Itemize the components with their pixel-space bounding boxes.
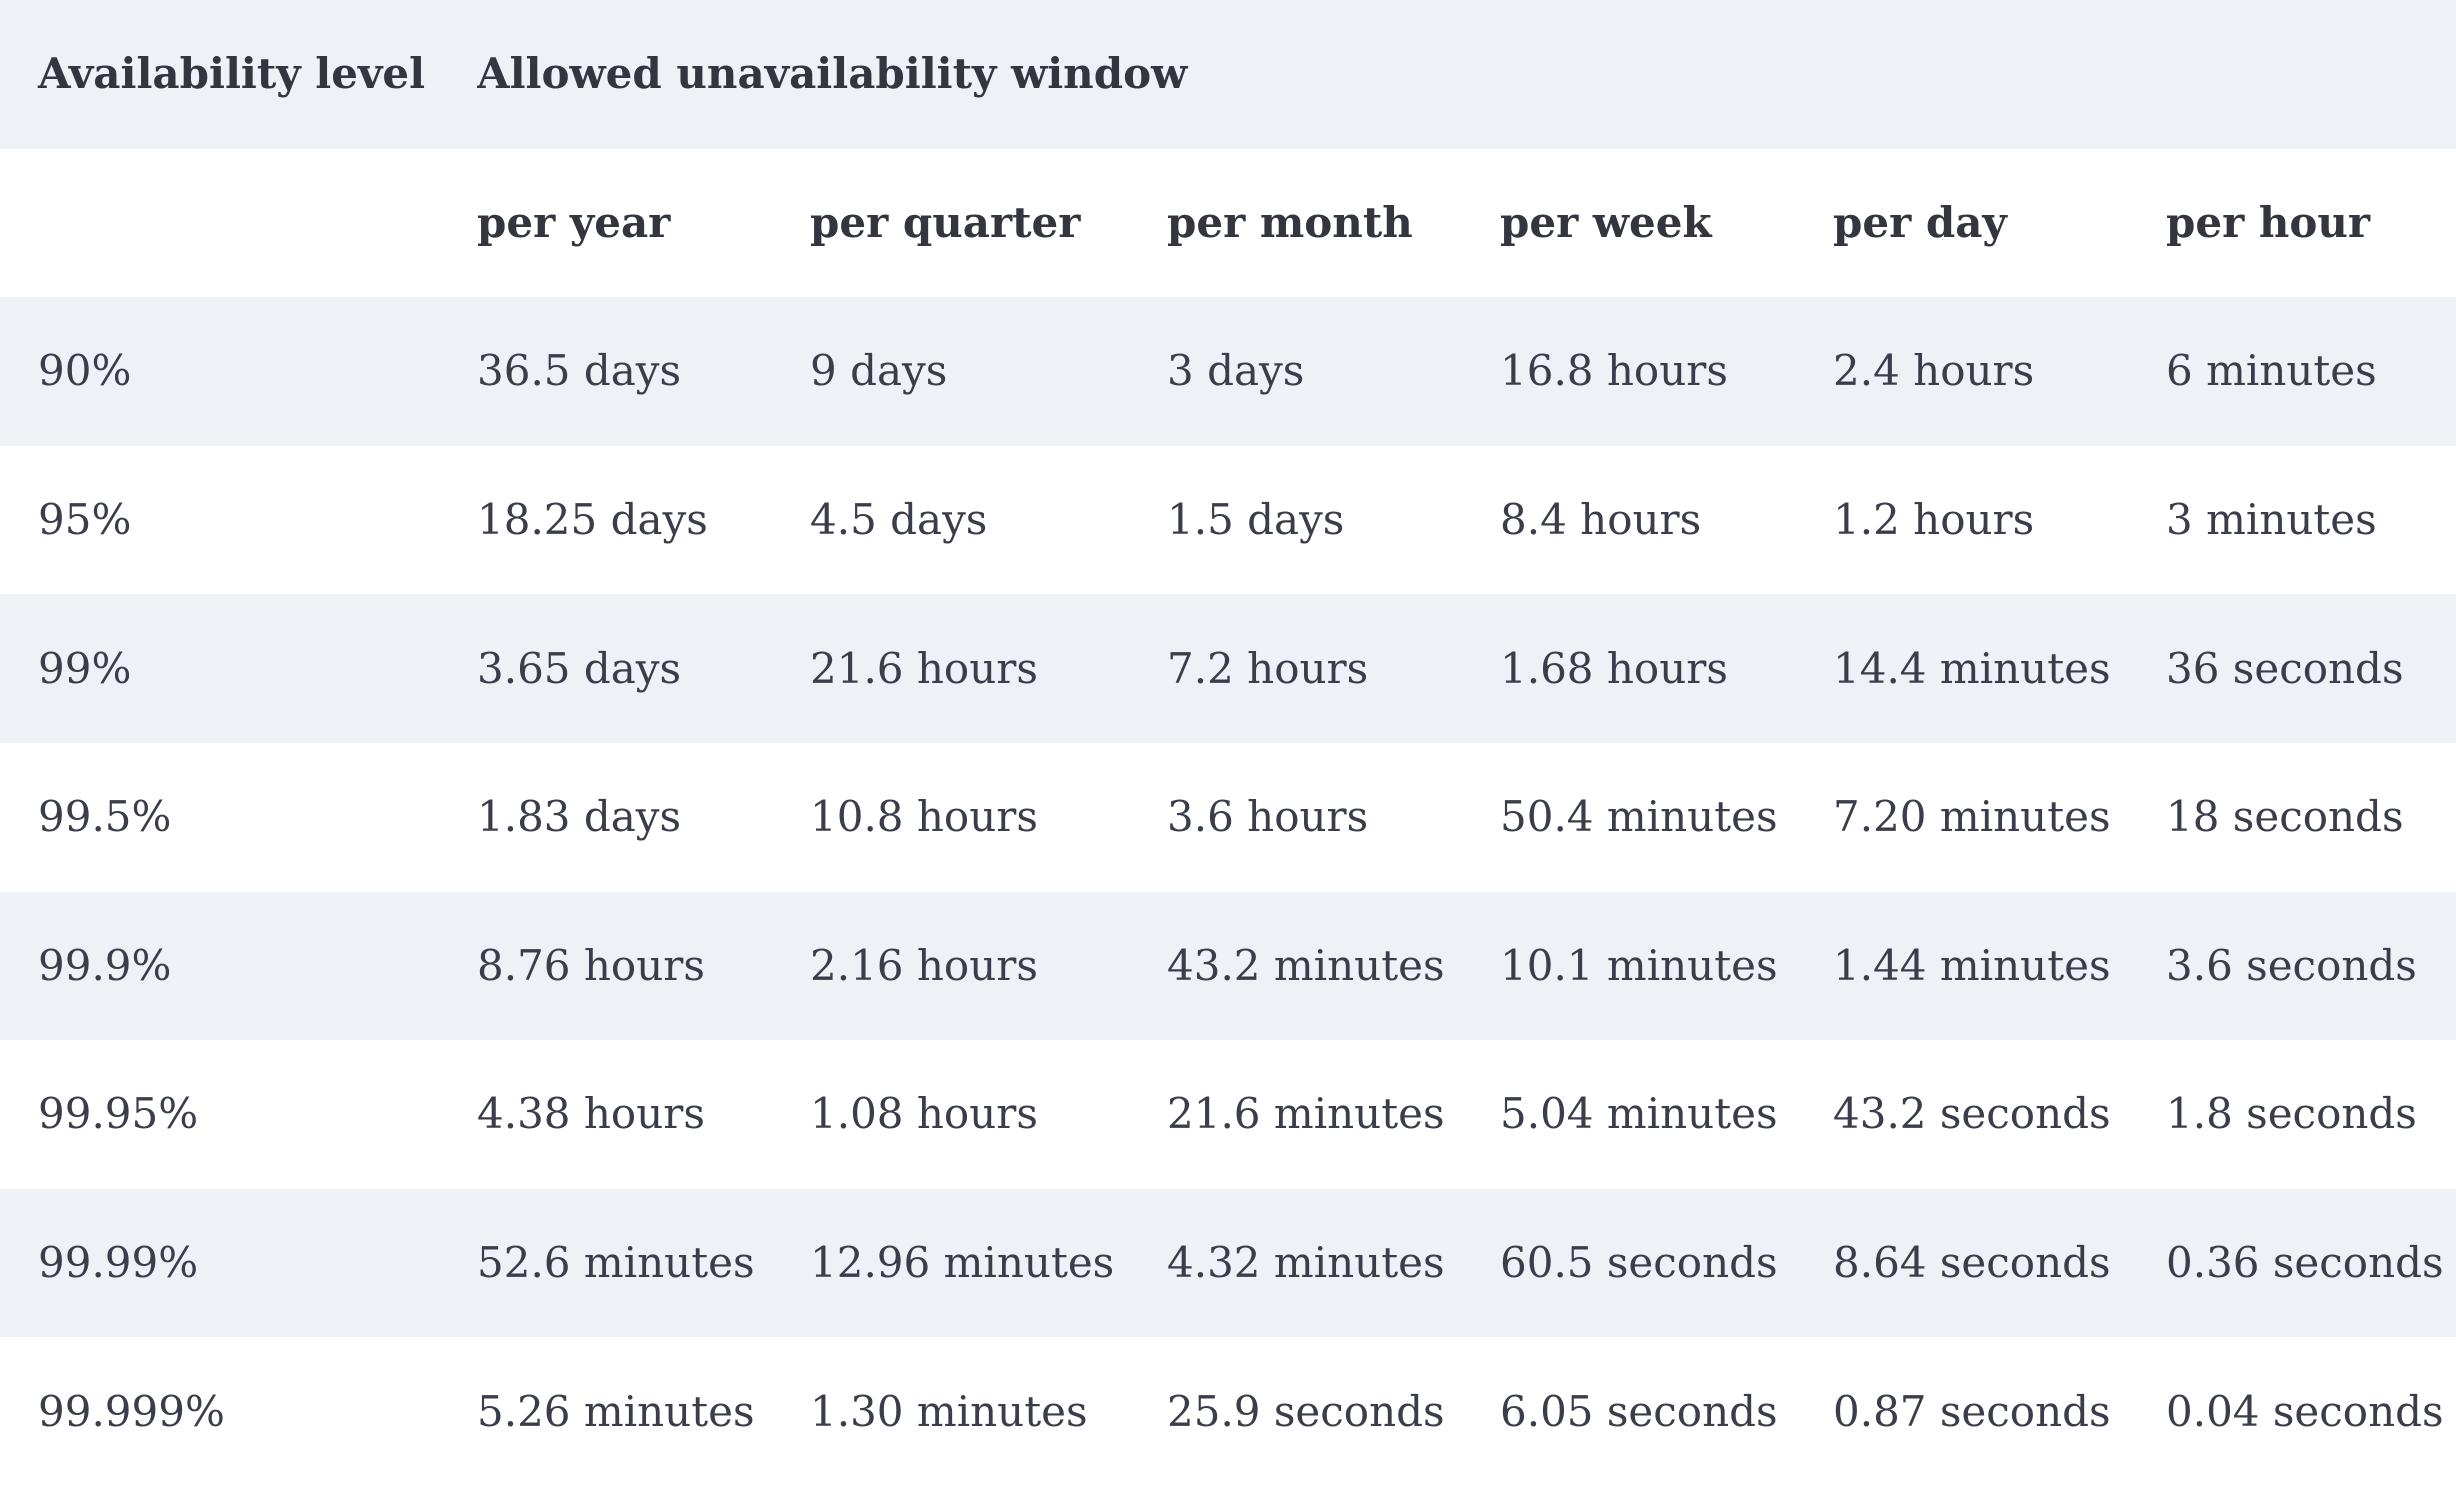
per-month-cell: 25.9 seconds <box>1167 1386 1445 1436</box>
per-month-cell: 3 days <box>1167 346 1305 396</box>
table-row: 99.999% 5.26 minutes 1.30 minutes 25.9 s… <box>0 1337 2456 1486</box>
per-year-cell: 5.26 minutes <box>477 1386 755 1436</box>
per-day-header: per day <box>1833 197 2007 247</box>
per-week-cell: 6.05 seconds <box>1500 1386 1778 1436</box>
per-day-cell: 43.2 seconds <box>1833 1089 2111 1139</box>
per-day-cell: 1.44 minutes <box>1833 940 2111 990</box>
availability-level-cell: 99.5% <box>38 792 172 842</box>
per-month-cell: 4.32 minutes <box>1167 1238 1445 1288</box>
per-week-cell: 8.4 hours <box>1500 495 1702 545</box>
per-day-cell: 0.87 seconds <box>1833 1386 2111 1436</box>
per-hour-cell: 36 seconds <box>2166 643 2404 693</box>
per-quarter-cell: 9 days <box>810 346 948 396</box>
per-hour-cell: 6 minutes <box>2166 346 2377 396</box>
per-week-header: per week <box>1500 197 1712 247</box>
per-week-cell: 5.04 minutes <box>1500 1089 1778 1139</box>
availability-level-cell: 90% <box>38 346 132 396</box>
table-row: 95% 18.25 days 4.5 days 1.5 days 8.4 hou… <box>0 446 2456 595</box>
table-row: 99.5% 1.83 days 10.8 hours 3.6 hours 50.… <box>0 743 2456 892</box>
table-row: 90% 36.5 days 9 days 3 days 16.8 hours 2… <box>0 297 2456 446</box>
per-year-cell: 4.38 hours <box>477 1089 705 1139</box>
per-year-cell: 1.83 days <box>477 792 682 842</box>
subheader-blank <box>0 149 477 298</box>
per-week-cell: 1.68 hours <box>1500 643 1728 693</box>
availability-level-cell: 95% <box>38 495 132 545</box>
allowed-window-header: Allowed unavailability window <box>477 49 1188 99</box>
availability-level-cell: 99.9% <box>38 940 172 990</box>
per-day-cell: 8.64 seconds <box>1833 1238 2111 1288</box>
per-year-cell: 8.76 hours <box>477 940 705 990</box>
availability-level-cell: 99.99% <box>38 1238 199 1288</box>
table-row: 99.99% 52.6 minutes 12.96 minutes 4.32 m… <box>0 1188 2456 1338</box>
per-day-cell: 7.20 minutes <box>1833 792 2111 842</box>
per-month-cell: 1.5 days <box>1167 495 1345 545</box>
per-month-cell: 21.6 minutes <box>1167 1089 1445 1139</box>
per-week-cell: 60.5 seconds <box>1500 1238 1778 1288</box>
per-year-header: per year <box>477 197 671 247</box>
table-row: 99.95% 4.38 hours 1.08 hours 21.6 minute… <box>0 1040 2456 1189</box>
per-month-cell: 3.6 hours <box>1167 792 1369 842</box>
per-day-cell: 1.2 hours <box>1833 495 2035 545</box>
per-quarter-cell: 21.6 hours <box>810 643 1038 693</box>
per-day-cell: 2.4 hours <box>1833 346 2035 396</box>
per-week-cell: 10.1 minutes <box>1500 940 1778 990</box>
availability-level-cell: 99% <box>38 643 132 693</box>
table-head: Availability level Allowed unavailabilit… <box>0 0 2456 297</box>
per-year-cell: 36.5 days <box>477 346 682 396</box>
per-month-cell: 43.2 minutes <box>1167 940 1445 990</box>
subheader-row: per year per quarter per month per week … <box>0 149 2456 298</box>
per-hour-cell: 0.04 seconds <box>2166 1386 2444 1436</box>
per-quarter-cell: 4.5 days <box>810 495 988 545</box>
per-year-cell: 18.25 days <box>477 495 708 545</box>
per-hour-cell: 3 minutes <box>2166 495 2377 545</box>
per-hour-cell: 18 seconds <box>2166 792 2404 842</box>
per-quarter-header: per quarter <box>810 197 1081 247</box>
per-quarter-cell: 1.30 minutes <box>810 1386 1088 1436</box>
per-quarter-cell: 1.08 hours <box>810 1089 1038 1139</box>
per-month-header: per month <box>1167 197 1413 247</box>
per-year-cell: 3.65 days <box>477 643 682 693</box>
per-day-cell: 14.4 minutes <box>1833 643 2111 693</box>
header-row: Availability level Allowed unavailabilit… <box>0 0 2456 149</box>
availability-level-header: Availability level <box>38 49 426 99</box>
per-hour-cell: 0.36 seconds <box>2166 1238 2444 1288</box>
per-year-cell: 52.6 minutes <box>477 1238 755 1288</box>
per-hour-cell: 1.8 seconds <box>2166 1089 2417 1139</box>
per-quarter-cell: 10.8 hours <box>810 792 1038 842</box>
per-week-cell: 50.4 minutes <box>1500 792 1778 842</box>
per-quarter-cell: 2.16 hours <box>810 940 1038 990</box>
per-hour-header: per hour <box>2166 197 2371 247</box>
availability-level-cell: 99.999% <box>38 1386 225 1436</box>
per-quarter-cell: 12.96 minutes <box>810 1238 1115 1288</box>
table-row: 99% 3.65 days 21.6 hours 7.2 hours 1.68 … <box>0 594 2456 743</box>
availability-level-cell: 99.95% <box>38 1089 199 1139</box>
table-body: 90% 36.5 days 9 days 3 days 16.8 hours 2… <box>0 297 2456 1486</box>
per-hour-cell: 3.6 seconds <box>2166 940 2417 990</box>
per-week-cell: 16.8 hours <box>1500 346 1728 396</box>
table-row: 99.9% 8.76 hours 2.16 hours 43.2 minutes… <box>0 891 2456 1041</box>
per-month-cell: 7.2 hours <box>1167 643 1369 693</box>
